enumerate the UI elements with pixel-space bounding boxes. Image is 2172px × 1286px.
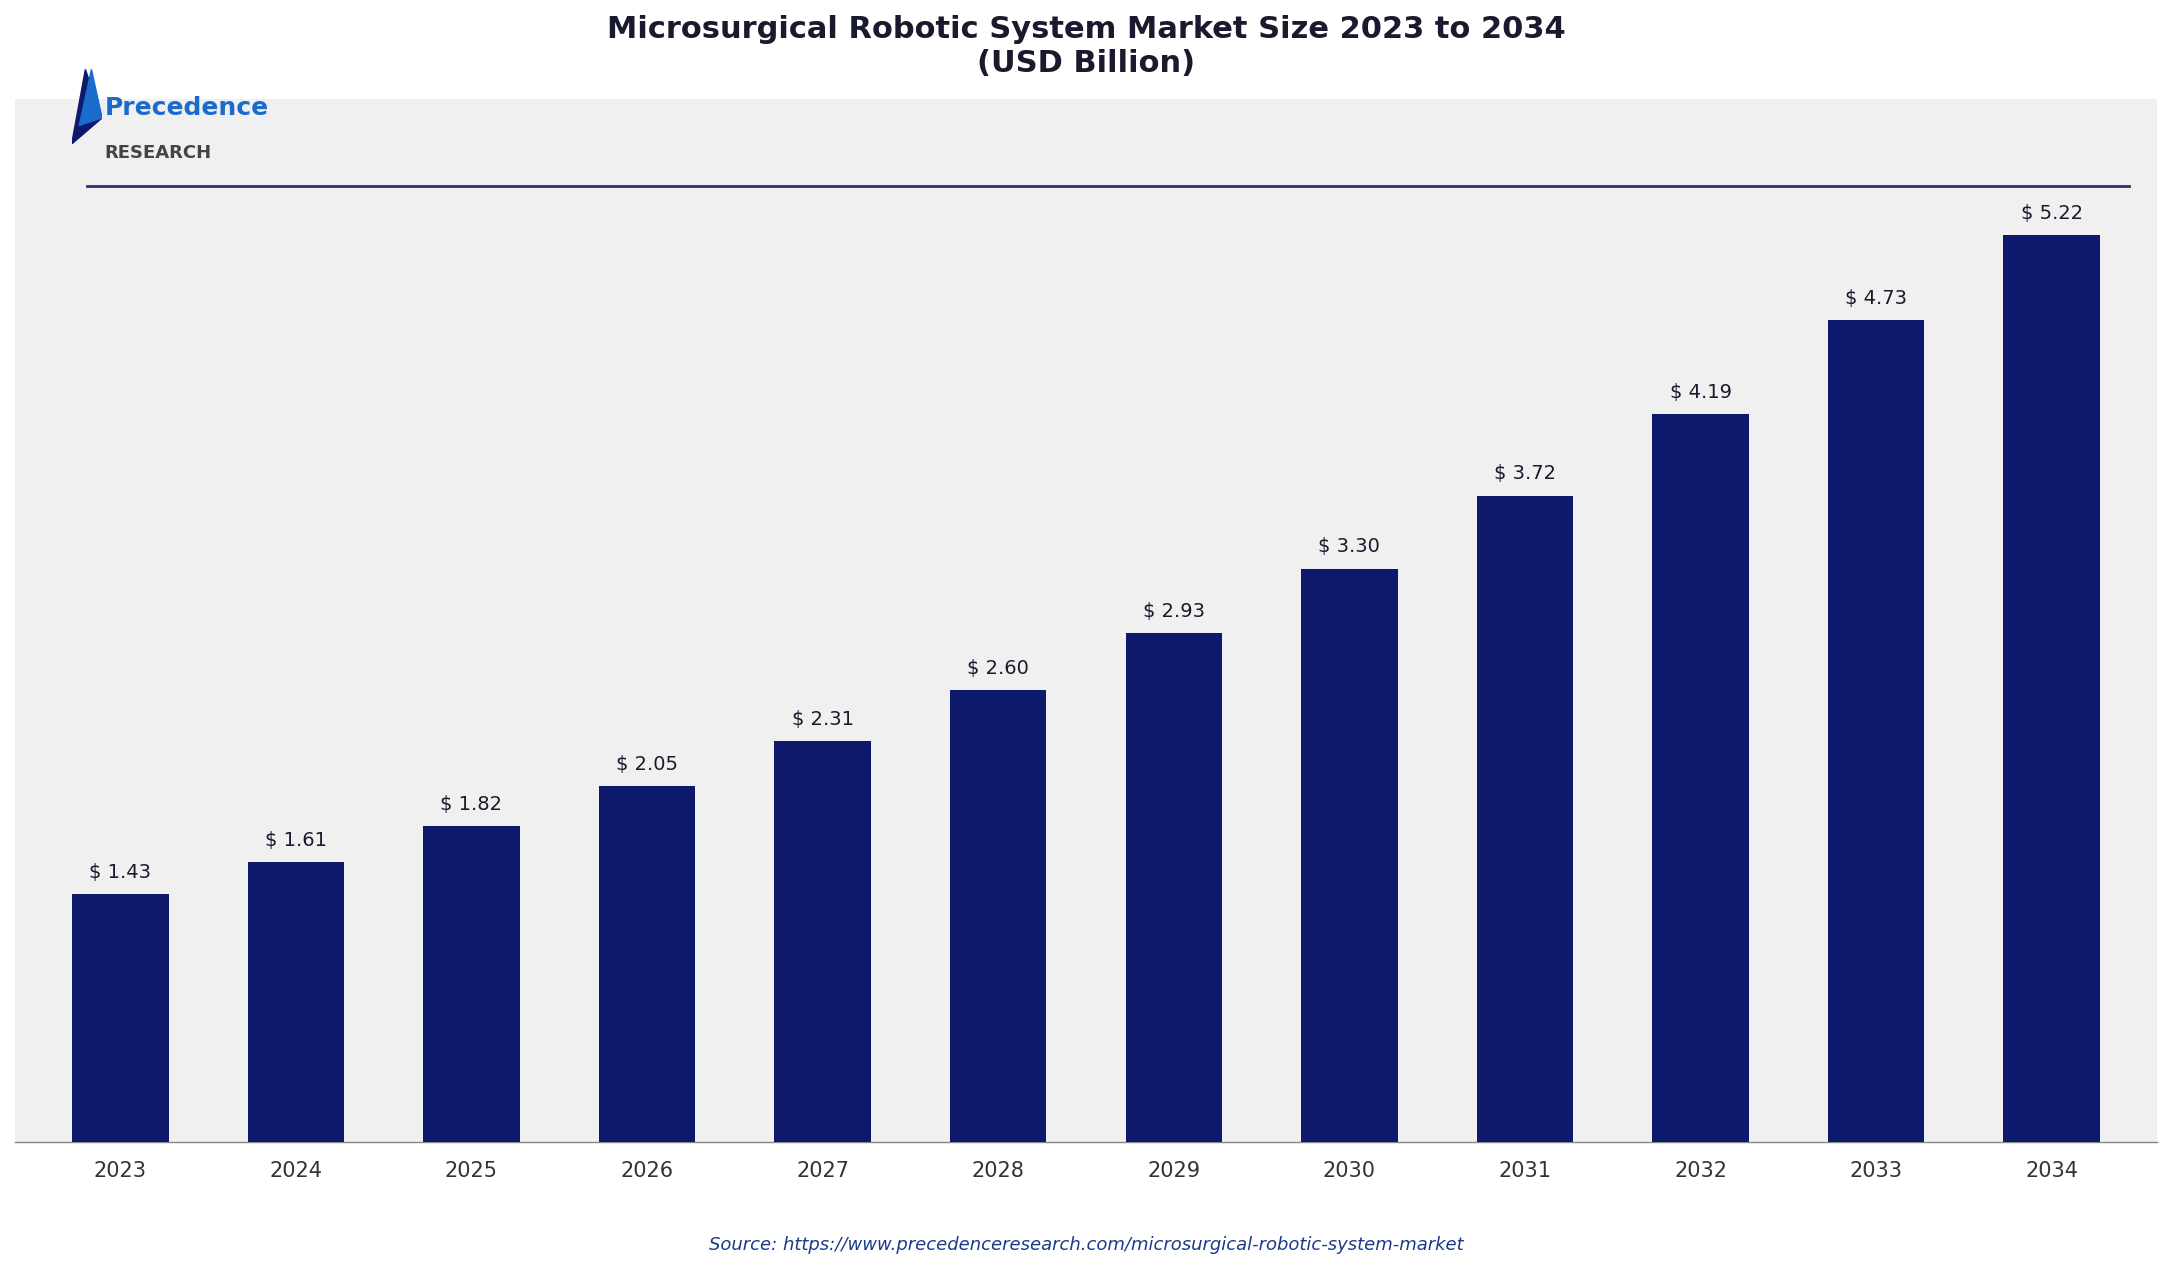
Text: $ 2.31: $ 2.31	[791, 710, 854, 729]
Text: $ 2.93: $ 2.93	[1142, 602, 1205, 621]
Text: $ 4.19: $ 4.19	[1670, 383, 1731, 401]
Text: $ 1.43: $ 1.43	[89, 863, 152, 881]
Bar	[775, 741, 871, 1142]
Bar	[1829, 320, 1924, 1142]
Bar	[72, 894, 169, 1142]
Text: $ 1.82: $ 1.82	[441, 795, 502, 814]
Bar	[248, 863, 343, 1142]
Text: $ 4.73: $ 4.73	[1844, 289, 1907, 307]
Text: $ 3.72: $ 3.72	[1494, 464, 1555, 484]
Bar	[599, 786, 695, 1142]
Bar	[1301, 568, 1397, 1142]
Title: Microsurgical Robotic System Market Size 2023 to 2034
(USD Billion): Microsurgical Robotic System Market Size…	[606, 15, 1566, 77]
Text: $ 3.30: $ 3.30	[1318, 538, 1379, 557]
Bar	[1477, 495, 1573, 1142]
Text: $ 1.61: $ 1.61	[265, 831, 328, 850]
Bar	[424, 826, 519, 1142]
Polygon shape	[80, 69, 102, 126]
Text: $ 2.05: $ 2.05	[617, 755, 678, 774]
Text: Source: https://www.precedenceresearch.com/microsurgical-robotic-system-market: Source: https://www.precedenceresearch.c…	[708, 1236, 1464, 1254]
Bar	[2003, 235, 2100, 1142]
Bar	[949, 691, 1047, 1142]
Text: $ 2.60: $ 2.60	[967, 660, 1030, 678]
Text: RESEARCH: RESEARCH	[104, 144, 211, 162]
Polygon shape	[72, 69, 102, 144]
Bar	[1653, 414, 1748, 1142]
Text: $ 5.22: $ 5.22	[2020, 203, 2083, 222]
Text: Precedence: Precedence	[104, 96, 269, 121]
Bar	[1125, 633, 1223, 1142]
